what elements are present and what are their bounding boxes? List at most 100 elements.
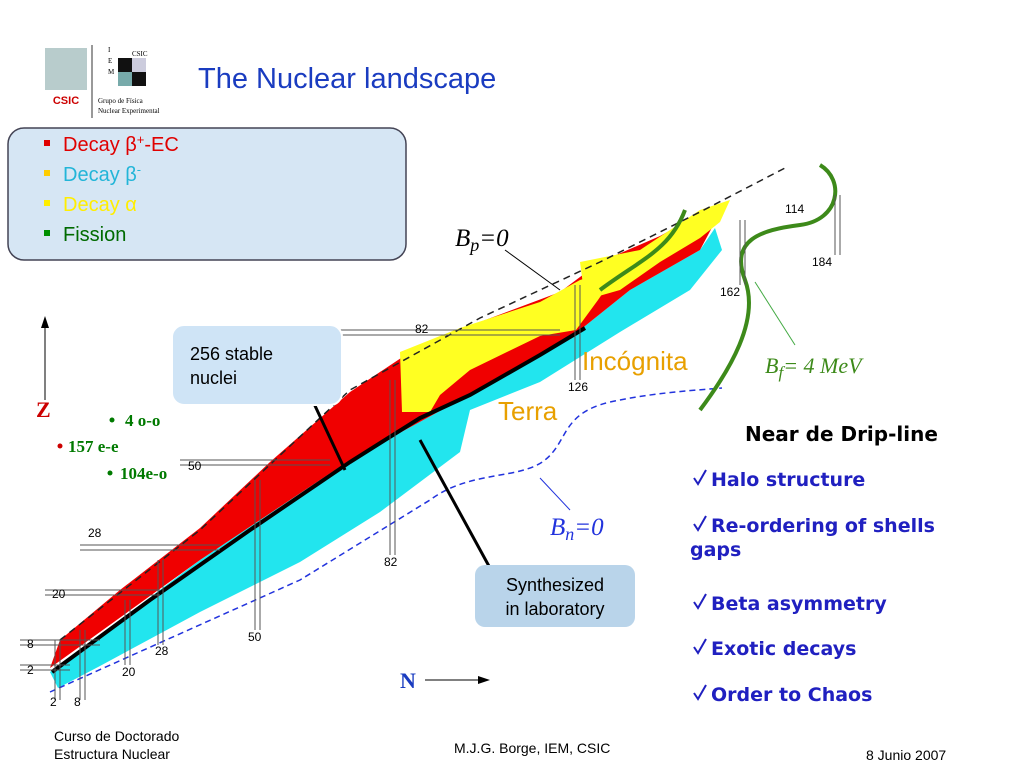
- bullet: [107, 470, 113, 476]
- list-item: gaps: [690, 539, 741, 561]
- logo: CSIC I E M CSIC Grupo de Física Nuclear …: [45, 45, 160, 118]
- text-part: -: [137, 162, 141, 177]
- n-magic-label: 184: [812, 255, 832, 269]
- z-magic-label: 20: [52, 587, 66, 601]
- text-part: +: [137, 132, 145, 147]
- bullet: [44, 140, 50, 146]
- check-mark: [693, 469, 707, 486]
- callout-box: [171, 324, 343, 406]
- region-label: Terra: [498, 396, 558, 426]
- count-label: 157 e-e: [68, 437, 119, 456]
- legend-item: Decay β+-EC: [63, 132, 179, 156]
- logo-square: [118, 72, 132, 86]
- logo-square: [132, 58, 146, 72]
- legend-box: [7, 127, 407, 261]
- bn-label: Bn=0: [550, 514, 604, 544]
- footer-text: 8 Junio 2007: [866, 747, 946, 763]
- stability-line: [50, 326, 587, 674]
- logo-group: Nuclear Experimental: [98, 107, 160, 115]
- callout-text: 256 stable: [190, 344, 273, 364]
- check-mark: [693, 593, 707, 610]
- text-part: =0: [479, 225, 509, 252]
- text-part: B: [455, 225, 470, 252]
- footer-text: Curso de Doctorado: [54, 728, 180, 744]
- n-magic-label: 50: [248, 630, 262, 644]
- legend-item: Fission: [63, 224, 126, 246]
- n-magic-label: 28: [155, 644, 169, 658]
- n-magic-label: 82: [384, 555, 398, 569]
- pointer: [504, 249, 561, 291]
- list-heading: Near de Drip-line: [745, 422, 938, 446]
- z-magic-label: 8: [27, 637, 34, 651]
- list-item: Order to Chaos: [711, 684, 872, 706]
- logo-letter: I: [108, 46, 111, 54]
- proton-drip-line: [59, 167, 786, 641]
- n-magic-label: 8: [74, 695, 81, 709]
- counts: 4 o-o 157 e-e 104e-o: [57, 411, 167, 483]
- footer-text: Estructura Nuclear: [54, 746, 170, 762]
- bullet: [44, 200, 50, 206]
- text-part: p: [468, 235, 479, 255]
- logo-square: [118, 58, 132, 72]
- bullet: [44, 230, 50, 236]
- n-magic-label: 2: [50, 695, 57, 709]
- callout-text: nuclei: [190, 368, 237, 388]
- logo-group: Grupo de Física: [98, 97, 144, 105]
- callout-box: [475, 565, 635, 627]
- z-magic-label: 50: [188, 459, 202, 473]
- n-magic-label: 126: [568, 380, 588, 394]
- z-magic-label: 82: [415, 322, 429, 336]
- legend: Decay β+-EC Decay β- Decay α Fission: [7, 127, 407, 261]
- bullet: [44, 170, 50, 176]
- nuclide-chart: 82 50 28 20 8 2 2 8 20 28 50 82 126 162 …: [20, 163, 864, 709]
- magic-labels: 82 50 28 20 8 2 2 8 20 28 50 82 126 162 …: [27, 202, 832, 709]
- logo-letter: M: [108, 68, 115, 76]
- bf-label: Bf= 4 MeV: [765, 353, 864, 382]
- check-mark: [693, 515, 707, 532]
- n-magic-label: 114: [785, 202, 804, 216]
- n-magic-label: 162: [720, 285, 740, 299]
- z-arrow-head: [41, 316, 49, 328]
- region-label: Incógnita: [582, 346, 688, 376]
- pointer: [308, 394, 347, 471]
- check-mark: [693, 638, 707, 655]
- logo-letter: E: [108, 57, 112, 65]
- fission-line: [598, 163, 838, 412]
- region-alpha: [400, 268, 620, 412]
- logo-square: [132, 72, 146, 86]
- footer-text: M.J.G. Borge, IEM, CSIC: [454, 740, 610, 756]
- text-part: B: [550, 514, 565, 541]
- count-label: 4 o-o: [125, 411, 160, 430]
- text-part: =0: [574, 514, 604, 541]
- text-part: -EC: [144, 134, 178, 156]
- z-magic-label: 2: [27, 663, 34, 677]
- count-label: 104e-o: [120, 464, 167, 483]
- bullet: [109, 417, 115, 423]
- logo-csic: CSIC: [53, 95, 79, 107]
- logo-csic-small: CSIC: [132, 50, 148, 58]
- legend-item: Decay α: [63, 194, 137, 216]
- check-mark: [693, 684, 707, 701]
- list-item: Halo structure: [711, 469, 865, 491]
- bullet: [57, 443, 63, 449]
- pointer: [754, 281, 796, 346]
- n-magic-label: 20: [122, 665, 136, 679]
- text-part: Decay β: [63, 134, 137, 156]
- footer: Curso de Doctorado Estructura Nuclear M.…: [54, 728, 946, 763]
- text-part: f: [778, 363, 785, 382]
- title: The Nuclear landscape: [198, 63, 496, 95]
- n-axis-label: N: [400, 668, 416, 693]
- callout-text: Synthesized: [506, 575, 604, 595]
- bp-label: Bp=0: [455, 225, 509, 255]
- neutron-drip-line: [49, 387, 723, 693]
- text-part: = 4 MeV: [783, 353, 864, 378]
- drip-line-list: Near de Drip-line Halo structure Re-order…: [690, 422, 938, 706]
- callout-text: in laboratory: [505, 599, 604, 619]
- pointer: [539, 477, 571, 511]
- legend-item: Decay β-: [63, 162, 141, 186]
- list-item: Beta asymmetry: [711, 593, 887, 615]
- magic-lines: [20, 195, 841, 700]
- logo-tree: [45, 48, 87, 90]
